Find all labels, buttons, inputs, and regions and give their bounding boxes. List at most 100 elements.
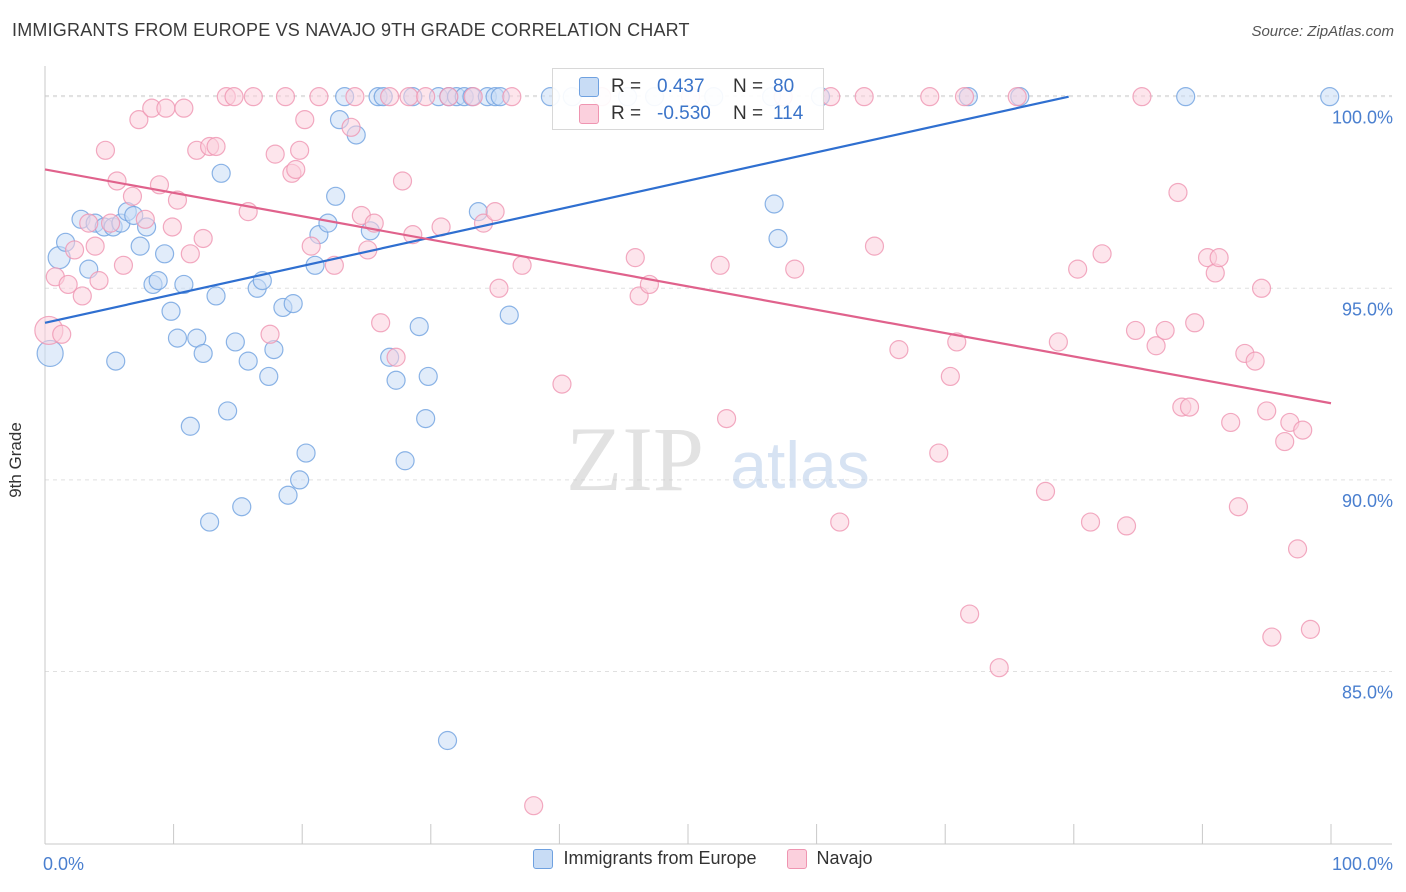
point-europe (416, 408, 436, 429)
stats-n-value: 114 (773, 103, 804, 124)
y-tick-label: 90.0% (1342, 491, 1393, 511)
point-navajo (920, 87, 940, 107)
point-europe (296, 443, 316, 463)
point-navajo (940, 366, 960, 387)
point-navajo (309, 87, 329, 107)
point-navajo (1209, 248, 1229, 268)
point-europe (174, 274, 194, 295)
point-navajo (552, 374, 572, 394)
point-navajo (260, 324, 280, 344)
point-europe (211, 163, 231, 183)
point-navajo (1168, 182, 1188, 203)
point-europe (278, 485, 298, 505)
point-europe (161, 301, 181, 321)
data-points (34, 87, 1340, 816)
point-navajo (295, 110, 315, 130)
point-navajo (485, 202, 505, 222)
point-navajo (162, 217, 182, 237)
point-navajo (1092, 244, 1112, 264)
point-navajo (929, 443, 949, 463)
point-europe (437, 730, 458, 751)
point-europe (206, 286, 226, 306)
stats-swatch-europe (579, 77, 599, 97)
point-navajo (72, 286, 92, 306)
point-navajo (380, 87, 400, 107)
point-navajo (416, 87, 436, 107)
point-navajo (524, 796, 544, 816)
point-navajo (854, 87, 874, 107)
point-navajo (1262, 627, 1282, 647)
point-navajo (1179, 397, 1200, 417)
point-navajo (1116, 516, 1137, 536)
point-europe (768, 228, 788, 249)
point-navajo (100, 213, 121, 233)
source-label: Source: ZipAtlas.com (1251, 23, 1394, 40)
trend-line-europe (44, 95, 1069, 324)
point-navajo (1035, 481, 1056, 502)
legend-label-europe: Immigrants from Europe (563, 848, 757, 868)
legend: Immigrants from Europe Navajo (0, 848, 1406, 869)
point-europe (232, 497, 252, 517)
point-navajo (821, 87, 841, 107)
point-navajo (439, 87, 459, 107)
point-navajo (79, 213, 99, 233)
point-navajo (301, 236, 321, 256)
point-navajo (167, 190, 188, 210)
point-navajo (1251, 278, 1272, 298)
point-navajo (1080, 512, 1101, 532)
point-navajo (58, 274, 78, 295)
point-navajo (371, 313, 391, 333)
point-europe (283, 294, 303, 314)
watermark-zip: ZIP (566, 408, 704, 510)
point-europe (409, 317, 429, 337)
legend-item-navajo[interactable]: Navajo (786, 848, 873, 869)
point-navajo (1125, 320, 1146, 341)
point-navajo (954, 87, 975, 107)
point-navajo (89, 271, 109, 291)
point-navajo (113, 255, 134, 275)
point-navajo (52, 324, 72, 344)
legend-item-europe[interactable]: Immigrants from Europe (533, 848, 757, 869)
stats-r-label: R = (611, 103, 642, 124)
y-axis-label: 9th Grade (6, 422, 25, 498)
point-navajo (345, 87, 365, 107)
point-navajo (716, 408, 737, 429)
point-europe (418, 366, 438, 387)
point-europe (106, 351, 126, 371)
point-europe (154, 244, 175, 264)
point-europe (167, 328, 188, 348)
point-europe (238, 351, 258, 371)
point-navajo (1132, 87, 1152, 107)
point-europe (764, 194, 784, 214)
point-europe (130, 236, 150, 256)
tick-labels: 85.0% 90.0% 95.0% 100.0% 0.0% 100.0% (43, 108, 1393, 874)
stats-n-value: 80 (773, 76, 795, 97)
point-navajo (1155, 320, 1175, 341)
point-europe (1320, 87, 1340, 107)
point-navajo (1228, 497, 1249, 517)
point-europe (386, 370, 406, 390)
point-navajo (1048, 332, 1068, 352)
stats-r-value: -0.530 (657, 103, 711, 124)
point-europe (200, 512, 220, 532)
stats-row-navajo: R = -0.530 N = 114 (553, 100, 803, 128)
point-navajo (275, 87, 296, 107)
point-navajo (830, 512, 850, 532)
point-navajo (463, 87, 483, 107)
point-navajo (1300, 619, 1321, 639)
point-navajo (286, 159, 306, 180)
legend-swatch-europe (533, 848, 554, 869)
point-navajo (95, 140, 116, 160)
point-navajo (1245, 351, 1265, 371)
point-europe (499, 305, 519, 325)
stats-n-label: N = (733, 76, 764, 97)
point-navajo (129, 110, 149, 130)
point-navajo (989, 658, 1009, 678)
point-europe (326, 186, 346, 206)
point-navajo (85, 236, 105, 256)
legend-swatch-navajo (786, 848, 807, 869)
point-europe (225, 332, 245, 352)
point-navajo (193, 228, 213, 249)
trend-line-navajo (44, 168, 1332, 405)
